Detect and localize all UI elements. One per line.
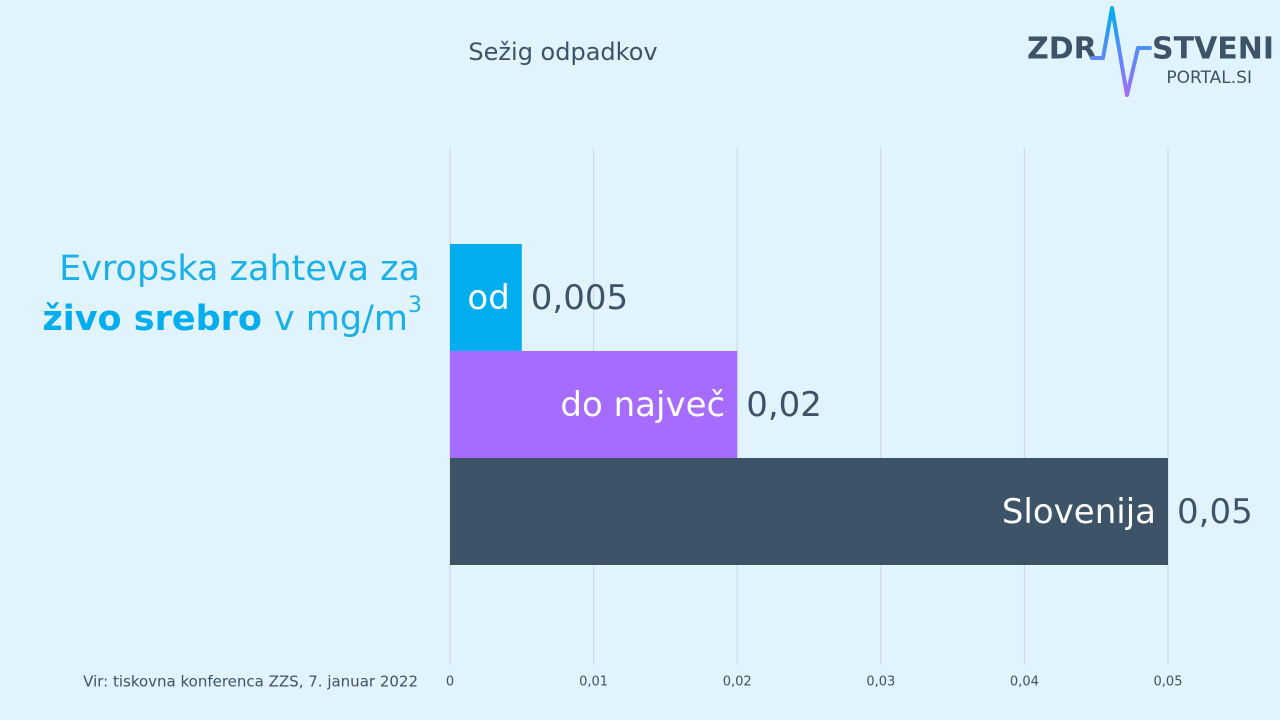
x-tick-label: 0,02	[723, 675, 752, 690]
value-label: 0,005	[531, 278, 628, 318]
category-label: od	[467, 278, 509, 318]
bar	[450, 244, 522, 351]
category-label: do največ	[560, 385, 725, 425]
x-tick-label: 0,01	[579, 675, 608, 690]
logo-pulse	[1090, 6, 1152, 97]
source: Vir: tiskovna konferenca ZZS, 7. januar …	[83, 673, 418, 691]
annotation-highlight: živo srebro	[42, 299, 262, 339]
annotation-exponent: 3	[408, 293, 422, 318]
x-tick-label: 0,04	[1010, 675, 1039, 690]
value-label: 0,02	[746, 385, 822, 425]
annotation-unit: v mg/m	[274, 299, 408, 339]
x-tick-label: 0,05	[1154, 675, 1183, 690]
annotation-line2: živo srebro v mg/m	[42, 299, 408, 339]
logo-right: STVENI	[1152, 32, 1274, 67]
logo: ZDR STVENI PORTAL.SI	[1027, 6, 1274, 97]
annotation-line1: Evropska zahteva za	[59, 249, 420, 289]
chart-title: Sežig odpadkov	[468, 38, 657, 66]
x-tick-label: 0,03	[866, 675, 895, 690]
category-label: Slovenija	[1002, 492, 1156, 532]
x-tick-label: 0	[446, 675, 454, 690]
logo-left: ZDR	[1027, 32, 1097, 67]
logo-bottom: PORTAL.SI	[1166, 68, 1252, 88]
bar	[450, 351, 738, 458]
bar	[450, 458, 1168, 565]
value-label: 0,05	[1177, 492, 1253, 532]
